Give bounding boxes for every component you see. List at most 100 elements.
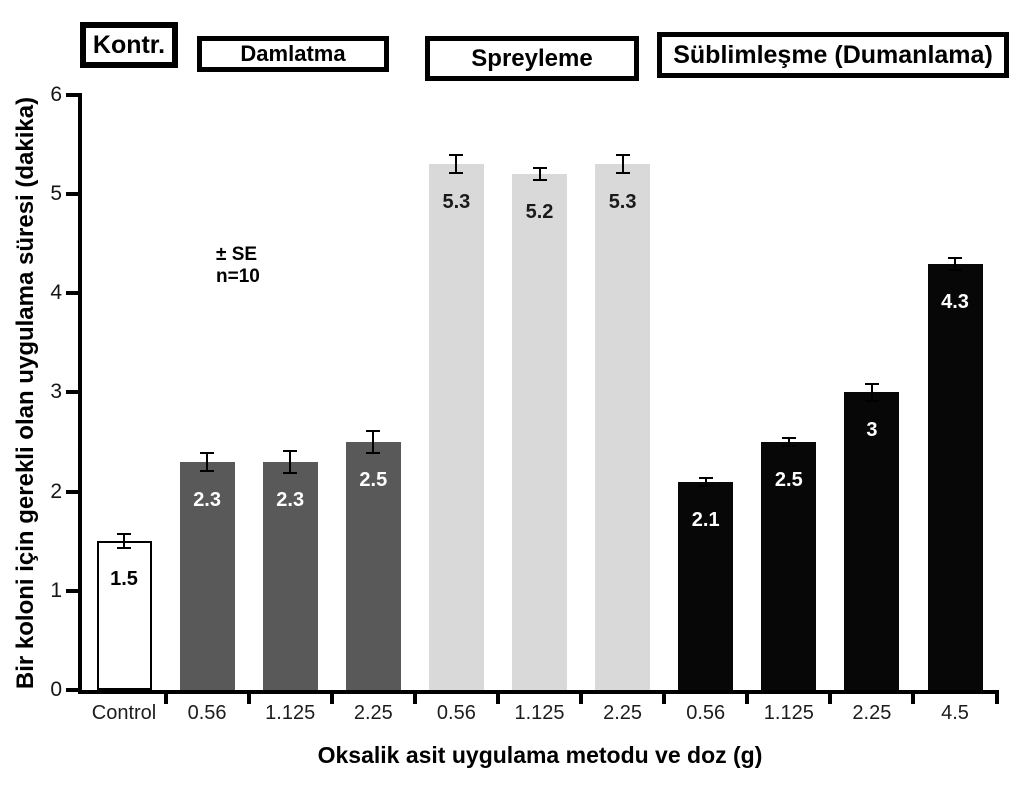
bar	[96, 541, 152, 690]
bar-value-label: 1.5	[110, 568, 138, 591]
x-tick	[828, 690, 833, 704]
legend-label-spreyleme: Spreyleme	[471, 44, 593, 72]
bar-value-label: 2.5	[359, 469, 388, 492]
error-bar-cap-top	[283, 450, 298, 452]
legend-box-control: Kontr.	[80, 22, 178, 68]
y-tick-label: 5	[50, 182, 62, 206]
x-tick	[994, 690, 999, 704]
y-tick	[66, 291, 78, 296]
y-tick	[66, 390, 78, 395]
bar	[761, 442, 817, 690]
bar	[262, 461, 318, 690]
bar-value-label: 3	[866, 419, 878, 442]
x-tick	[662, 690, 667, 704]
error-bar-line	[455, 154, 458, 175]
y-tick-label: 3	[50, 380, 62, 404]
x-tick	[745, 690, 750, 704]
error-bar-cap-top	[200, 451, 215, 454]
error-bar-line	[372, 430, 375, 454]
error-bar-cap-bottom	[366, 451, 381, 454]
y-tick	[66, 92, 78, 97]
bar	[428, 164, 484, 690]
error-bar-cap-bottom	[948, 268, 962, 271]
y-tick	[66, 192, 78, 197]
bar	[844, 392, 900, 690]
error-bar-cap-top	[532, 167, 547, 170]
error-bar-line	[538, 167, 541, 182]
bar	[179, 461, 235, 690]
bar	[345, 442, 401, 690]
bar	[595, 164, 651, 690]
error-bar-line	[954, 256, 956, 271]
x-tick-label: 2.25	[353, 702, 393, 724]
legend-box-damlatma: Damlatma	[197, 36, 389, 72]
x-tick-label: 0.56	[436, 702, 476, 724]
error-bar-cap-top	[366, 430, 381, 433]
y-axis-line	[78, 93, 82, 694]
x-tick	[329, 690, 334, 704]
error-bar-cap-bottom	[449, 172, 464, 175]
legend-label-control: Kontr.	[92, 30, 166, 59]
x-tick-label: 2.25	[852, 702, 892, 724]
legend-box-spreyleme: Spreyleme	[425, 36, 639, 81]
error-bar-cap-top	[449, 154, 464, 157]
legend-label-damlatma: Damlatma	[240, 41, 346, 66]
bar-value-label: 2.1	[691, 508, 720, 531]
x-tick-label: Control	[91, 702, 157, 724]
x-tick-label: 2.25	[603, 702, 643, 724]
x-tick-label: 0.56	[187, 702, 227, 724]
error-bar-line	[123, 533, 125, 550]
error-bar-cap-bottom	[698, 484, 713, 487]
bar-value-label: 5.3	[442, 191, 471, 214]
x-tick	[495, 690, 500, 704]
se-annotation-line2: n=10	[216, 266, 260, 287]
bar-value-label: 5.2	[525, 201, 554, 224]
error-bar-cap-top	[117, 533, 131, 536]
se-annotation-line1: ± SE	[216, 244, 258, 265]
y-tick-label: 1	[50, 578, 62, 602]
error-bar-line	[289, 450, 292, 474]
x-tick	[163, 690, 168, 704]
bar	[512, 174, 567, 690]
x-tick	[412, 690, 417, 704]
error-bar-line	[787, 437, 790, 448]
error-bar-cap-top	[948, 256, 962, 259]
legend-box-sublimlesme: Süblimleşme (Dumanlama)	[657, 32, 1009, 78]
bar-value-label: 4.3	[941, 290, 969, 313]
legend-label-sublimlesme: Süblimleşme (Dumanlama)	[673, 40, 993, 69]
x-tick	[246, 690, 251, 704]
error-bar-line	[621, 154, 624, 175]
bar	[927, 263, 983, 690]
bar-value-label: 5.3	[608, 191, 637, 214]
error-bar-cap-bottom	[781, 445, 796, 448]
error-bar-cap-top	[698, 476, 713, 479]
x-tick	[911, 690, 916, 704]
y-tick	[66, 688, 78, 692]
x-tick-label: 4.5	[941, 702, 969, 724]
x-axis-line	[78, 690, 997, 694]
y-tick	[66, 588, 78, 593]
error-bar-line	[870, 382, 873, 403]
error-bar-cap-bottom	[864, 400, 879, 403]
error-bar-cap-bottom	[532, 179, 547, 182]
x-axis-title: Oksalik asit uygulama metodu ve doz (g)	[317, 742, 763, 768]
y-tick-label: 2	[50, 479, 62, 503]
x-tick-label: 1.125	[514, 702, 565, 724]
error-bar-cap-top	[864, 382, 879, 385]
bar	[678, 481, 734, 690]
error-bar-cap-bottom	[283, 471, 298, 474]
error-bar-cap-bottom	[200, 469, 215, 472]
y-tick-label: 4	[50, 281, 62, 305]
bar-value-label: 2.3	[276, 488, 305, 511]
x-tick-label: 1.125	[265, 702, 316, 724]
error-bar-line	[704, 476, 707, 487]
x-tick-label: 1.125	[763, 702, 814, 724]
se-annotation: ± SE n=10	[216, 244, 260, 288]
x-tick	[579, 690, 584, 704]
error-bar-cap-bottom	[615, 172, 630, 175]
y-tick-label: 0	[50, 678, 62, 701]
bar-value-label: 2.5	[774, 469, 803, 492]
error-bar-cap-top	[615, 154, 630, 157]
error-bar-cap-top	[781, 437, 796, 440]
